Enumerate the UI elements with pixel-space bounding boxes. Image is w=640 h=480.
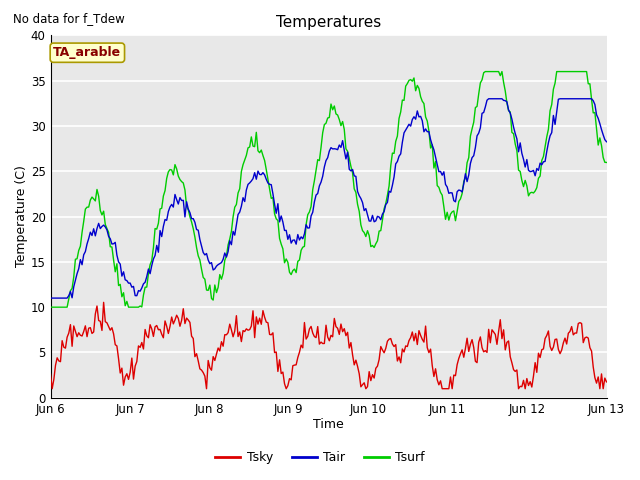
- Text: No data for f_Tdew: No data for f_Tdew: [13, 12, 125, 25]
- Text: TA_arable: TA_arable: [53, 46, 122, 59]
- Legend: Tsky, Tair, Tsurf: Tsky, Tair, Tsurf: [211, 446, 429, 469]
- Y-axis label: Temperature (C): Temperature (C): [15, 166, 28, 267]
- X-axis label: Time: Time: [313, 419, 344, 432]
- Title: Temperatures: Temperatures: [276, 15, 381, 30]
